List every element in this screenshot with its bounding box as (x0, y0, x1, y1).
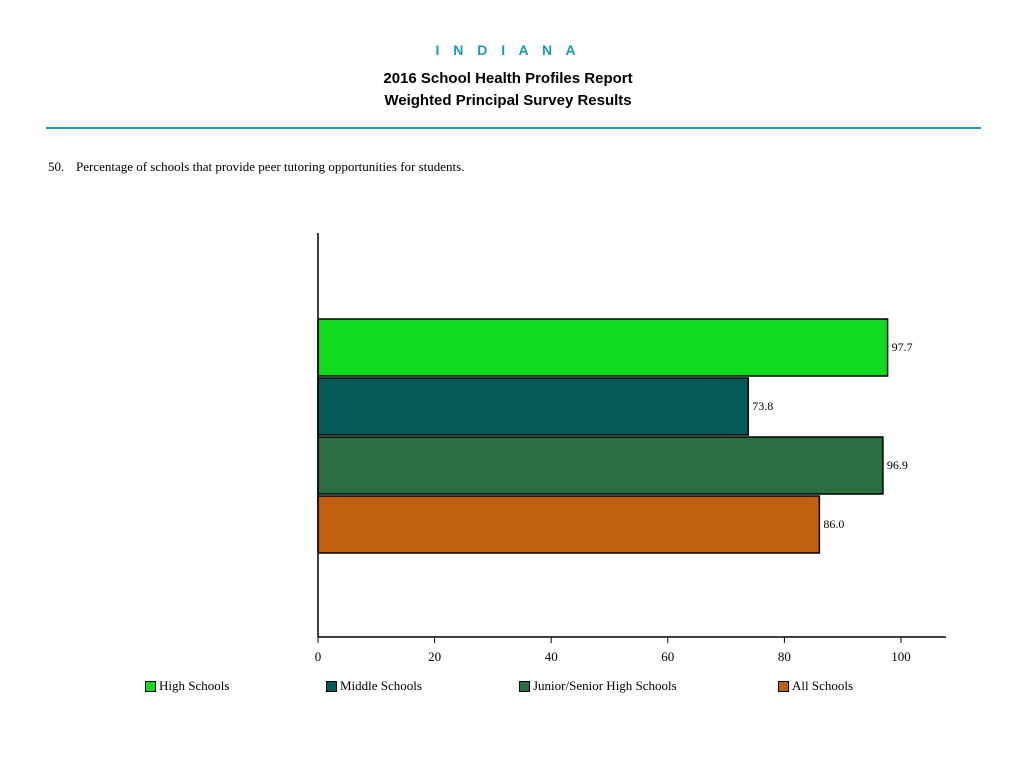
bar-4 (317, 495, 821, 554)
legend-label: Middle Schools (340, 678, 422, 693)
legend-swatch (326, 680, 337, 692)
bar-value-label: 73.8 (752, 399, 773, 413)
bar-1 (317, 318, 889, 377)
legend-item: Middle Schools (326, 678, 422, 694)
x-tick-label: 20 (428, 649, 441, 664)
legend-item: All Schools (778, 678, 853, 694)
question: 50. Percentage of schools that provide pe… (48, 159, 464, 175)
legend-label: High Schools (159, 678, 230, 693)
legend-swatch (519, 680, 530, 692)
x-tick-label: 0 (315, 649, 322, 664)
report-subtitle: Weighted Principal Survey Results (384, 92, 632, 109)
question-number: 50. (48, 159, 65, 174)
x-tick-label: 60 (661, 649, 674, 664)
bar-value-label: 86.0 (823, 517, 844, 531)
state-name: I N D I A N A (435, 42, 581, 58)
legend-swatch (145, 680, 156, 692)
legend-swatch (778, 680, 789, 692)
legend-label: All Schools (792, 678, 854, 693)
bar-3 (317, 436, 884, 495)
x-tick-label: 80 (778, 649, 791, 664)
bar-2 (317, 377, 750, 436)
legend-item: High Schools (145, 678, 229, 694)
x-tick-label: 40 (545, 649, 558, 664)
legend-label: Junior/Senior High Schools (533, 678, 677, 693)
x-tick-label: 100 (891, 649, 911, 664)
bar-value-label: 97.7 (892, 340, 913, 354)
bar-value-label: 96.9 (887, 458, 908, 472)
question-text: Percentage of schools that provide peer … (76, 159, 465, 174)
header-divider (46, 127, 981, 129)
report-title: 2016 School Health Profiles Report (383, 70, 633, 87)
legend-item: Junior/Senior High Schools (519, 678, 677, 694)
